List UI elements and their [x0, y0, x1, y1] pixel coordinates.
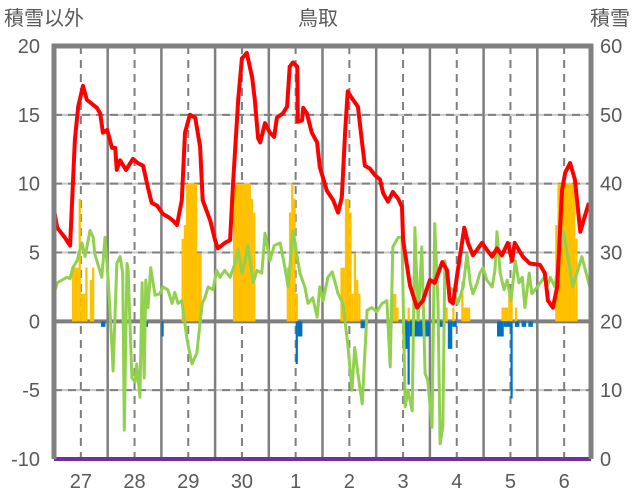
yellow-bar: [501, 307, 509, 322]
yellow-bar: [197, 253, 202, 322]
yellow-bar: [351, 293, 354, 322]
yellow-bar: [358, 293, 361, 322]
yellow-bar: [250, 198, 254, 322]
x-tick-label: 29: [177, 471, 199, 493]
yellow-bar: [71, 267, 79, 322]
yellow-bar: [344, 198, 350, 322]
x-tick-label: 4: [451, 471, 462, 493]
series-lines: [52, 50, 592, 461]
yellow-bar: [445, 307, 448, 322]
right-tick-label: 50: [600, 105, 622, 127]
left-tick-label: -5: [22, 380, 40, 402]
blue-bar: [438, 321, 444, 327]
yellow-bar: [407, 307, 410, 322]
yellow-bar: [508, 293, 513, 322]
right-tick-label: 10: [600, 380, 622, 402]
blue-bar: [100, 321, 106, 327]
blue-bar: [161, 321, 164, 337]
left-tick-label: 0: [29, 311, 40, 333]
x-tick-label: 27: [70, 471, 92, 493]
yellow-bar: [391, 293, 397, 322]
right-tick-label: 0: [600, 449, 611, 471]
yellow-bar: [514, 307, 518, 322]
right-axis-title: 積雪: [590, 6, 630, 30]
blue-bar: [360, 321, 366, 329]
blue-bar: [528, 321, 533, 327]
blue-bar: [452, 321, 457, 327]
yellow-bar: [89, 280, 93, 322]
yellow-bar: [295, 293, 298, 322]
x-tick-label: 3: [397, 471, 408, 493]
yellow-bar: [349, 212, 352, 322]
blue-bar: [447, 321, 453, 349]
yellow-bar: [80, 293, 86, 322]
blue-bar: [407, 321, 410, 385]
left-tick-label: 15: [18, 105, 40, 127]
yellow-bar: [396, 307, 399, 322]
yellow-bar: [286, 267, 289, 322]
yellow-bar: [85, 267, 88, 322]
blue-bar: [514, 321, 520, 327]
yellow-bar: [340, 267, 345, 322]
yellow-bar: [452, 307, 455, 322]
blue-bar: [510, 321, 513, 399]
blue-bar: [521, 321, 527, 327]
yellow-bar: [353, 253, 357, 322]
yellow-bar: [183, 224, 187, 322]
x-tick-label: 28: [123, 471, 145, 493]
yellow-bar: [293, 198, 296, 322]
blue-bar: [295, 321, 298, 365]
chart-title: 鳥取: [298, 6, 338, 30]
plot-frame: [51, 43, 594, 459]
x-tick-label: 5: [505, 471, 516, 493]
yellow-bar: [186, 183, 198, 322]
x-tick-label: 30: [231, 471, 253, 493]
left-tick-label: 20: [18, 36, 40, 58]
yellow-bar: [356, 280, 359, 322]
plot-border: [51, 43, 594, 459]
x-tick-label: 6: [559, 471, 570, 493]
left-tick-label: 10: [18, 174, 40, 196]
yellow-bar: [181, 238, 184, 322]
x-tick-label: 2: [344, 471, 355, 493]
blue-bar: [497, 321, 504, 337]
yellow-bar: [78, 198, 81, 322]
right-tick-label: 40: [600, 174, 622, 196]
right-tick-label: 60: [600, 36, 622, 58]
left-tick-label: 5: [29, 243, 40, 265]
yellow-bar: [253, 212, 256, 322]
red-line: [52, 50, 591, 310]
right-tick-label: 30: [600, 243, 622, 265]
yellow-bar: [575, 238, 578, 322]
right-tick-label: 20: [600, 311, 622, 333]
green-line: [52, 222, 592, 446]
blue-bar: [297, 321, 303, 337]
yellow-bar: [233, 183, 251, 322]
yellow-bar: [92, 267, 95, 322]
yellow-bar: [463, 307, 471, 322]
blue-bar: [503, 321, 511, 327]
blue-bar: [145, 321, 148, 327]
yellow-bar: [461, 281, 464, 322]
x-tick-label: 1: [290, 471, 301, 493]
left-tick-label: -10: [11, 449, 40, 471]
left-axis-title: 積雪以外: [4, 6, 84, 30]
